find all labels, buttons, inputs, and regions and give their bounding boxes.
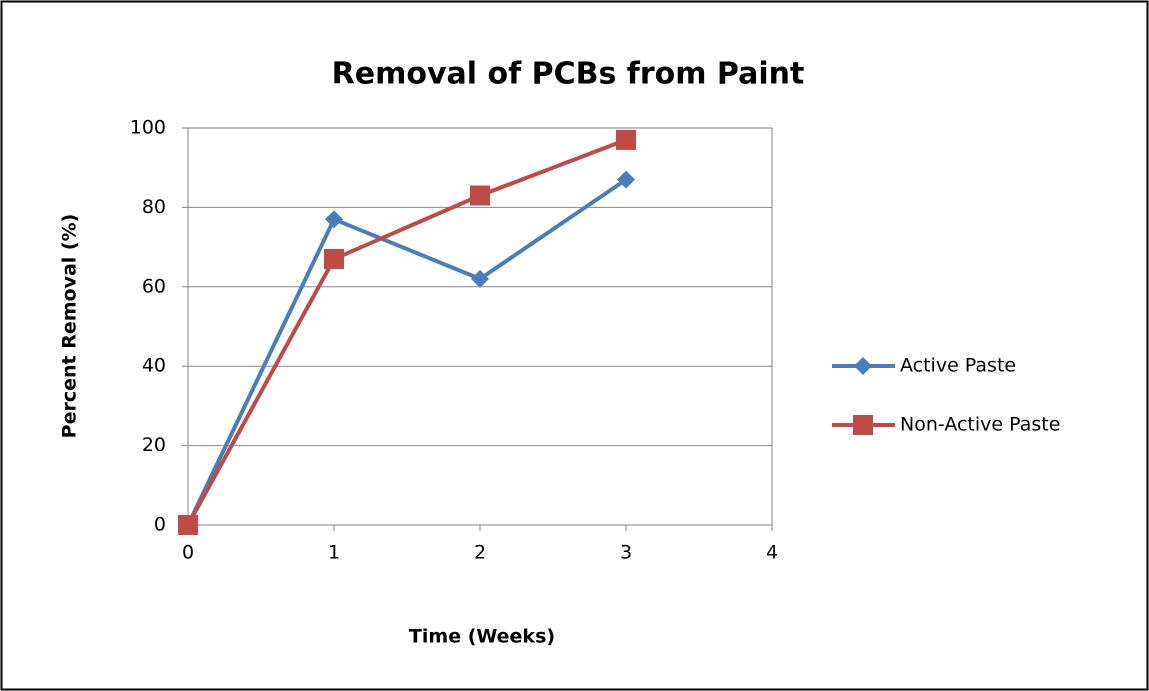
y-tick-label: 60	[142, 275, 166, 297]
marker-square	[178, 515, 198, 535]
marker-square	[324, 249, 344, 270]
marker-square	[470, 185, 490, 206]
x-tick-label: 1	[328, 542, 340, 564]
y-axis-label: Percent Removal (%)	[59, 214, 81, 439]
x-tick-label: 2	[474, 542, 486, 564]
y-tick-label: 80	[142, 196, 166, 218]
marker-square	[616, 129, 636, 150]
series-line	[186, 177, 628, 526]
marker-diamond	[854, 357, 872, 375]
series-line	[186, 138, 627, 526]
y-tick-label: 20	[142, 434, 166, 456]
y-tick-label: 0	[154, 514, 166, 536]
x-tick-label: 4	[766, 542, 778, 564]
marker-square	[853, 415, 873, 435]
y-tick-label: 40	[142, 355, 166, 377]
x-axis-label: Time (Weeks)	[409, 626, 555, 648]
marker-diamond	[617, 170, 635, 189]
marker-diamond	[325, 210, 343, 229]
chart-title: Removal of PCBs from Paint	[332, 57, 805, 92]
legend-label: Active Paste	[900, 355, 1016, 377]
marker-diamond	[471, 269, 489, 288]
legend-label: Non-Active Paste	[900, 414, 1060, 436]
x-tick-label: 0	[182, 542, 194, 564]
x-tick-label: 3	[620, 542, 632, 564]
y-tick-label: 100	[130, 117, 166, 139]
